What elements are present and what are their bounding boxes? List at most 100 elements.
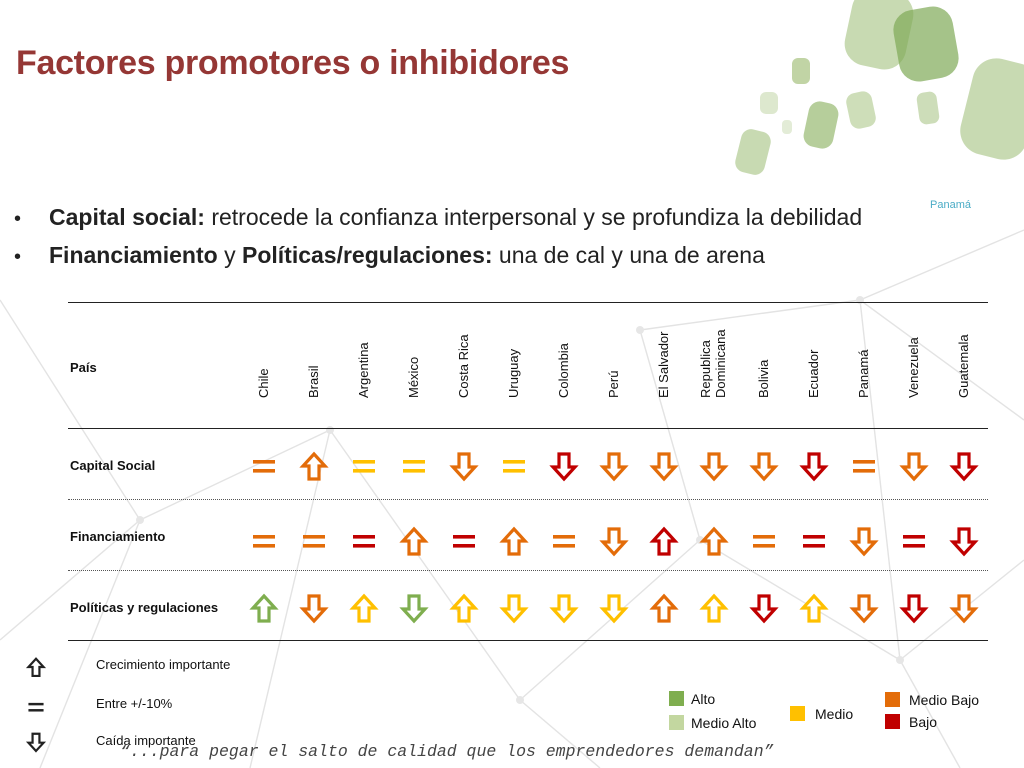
row-label-financiamiento: Financiamiento xyxy=(70,529,166,544)
swatch-bajo xyxy=(885,714,900,729)
up-arrow-icon xyxy=(244,588,284,628)
down-arrow-icon xyxy=(594,521,634,561)
row-divider xyxy=(68,499,988,500)
country-header: Argentina xyxy=(356,342,371,398)
swatch-medio-alto xyxy=(669,715,684,730)
down-arrow-icon xyxy=(794,446,834,486)
header-label-pais: País xyxy=(70,360,97,375)
country-header: Perú xyxy=(606,370,621,398)
decorative-green-squares xyxy=(735,0,1024,175)
country-header: México xyxy=(406,356,421,398)
country-header: Panamá xyxy=(856,349,871,398)
up-arrow-icon xyxy=(394,521,434,561)
bullet-capital-social: • Capital social: retrocede la confianza… xyxy=(14,204,862,242)
down-arrow-icon xyxy=(944,446,984,486)
country-header: Venezuela xyxy=(906,337,921,398)
down-arrow-icon xyxy=(444,446,484,486)
down-arrow-icon xyxy=(744,446,784,486)
down-arrow-icon xyxy=(944,521,984,561)
down-arrow-icon xyxy=(694,446,734,486)
up-arrow-icon xyxy=(794,588,834,628)
up-arrow-icon xyxy=(644,588,684,628)
equal-icon xyxy=(844,446,884,486)
down-arrow-icon xyxy=(594,588,634,628)
swatch-label-alto: Alto xyxy=(691,691,716,707)
bullet-1-bold: Capital social: xyxy=(49,204,205,230)
bullet-financiamiento: • Financiamiento y Políticas/regulacione… xyxy=(14,242,862,280)
country-header: Republica Dominicana xyxy=(698,329,728,398)
up-arrow-icon xyxy=(694,588,734,628)
swatch-label-medio: Medio xyxy=(815,706,854,722)
closing-quote: “...para pegar el salto de calidad que l… xyxy=(120,742,774,761)
swatch-label-medio-bajo: Medio Bajo xyxy=(909,692,980,708)
bullet-2-mid: y xyxy=(217,242,242,268)
country-header: Guatemala xyxy=(956,334,971,398)
up-arrow-icon xyxy=(494,521,534,561)
equal-icon xyxy=(894,521,934,561)
country-header: El Salvador xyxy=(656,331,671,398)
equal-icon xyxy=(744,521,784,561)
legend-equal-icon xyxy=(24,696,48,718)
legend-text-crecimiento: Crecimiento importante xyxy=(96,657,231,672)
country-header: Ecuador xyxy=(806,349,821,398)
country-header: Uruguay xyxy=(506,348,521,398)
down-arrow-icon xyxy=(844,521,884,561)
equal-icon xyxy=(444,521,484,561)
country-header: Brasil xyxy=(306,365,321,398)
bullet-list: • Capital social: retrocede la confianza… xyxy=(14,204,862,280)
bullet-2-bold-2: Políticas/regulaciones: xyxy=(241,242,493,268)
down-arrow-icon xyxy=(294,588,334,628)
swatch-alto xyxy=(669,691,684,706)
down-arrow-icon xyxy=(494,588,534,628)
slide-title: Factores promotores o inhibidores xyxy=(16,44,570,82)
equal-icon xyxy=(344,521,384,561)
table-header-rule xyxy=(68,428,988,429)
legend-text-caida: Caída importante xyxy=(96,733,196,748)
swatch-label-bajo: Bajo xyxy=(909,714,938,730)
bullet-2-text: una de cal y una de arena xyxy=(492,242,765,268)
country-header: Costa Rica xyxy=(456,334,471,398)
row-divider xyxy=(68,570,988,571)
equal-icon xyxy=(344,446,384,486)
row-label-politicas: Políticas y regulaciones xyxy=(70,600,219,615)
swatch-medio-bajo xyxy=(885,692,900,707)
table-bottom-rule xyxy=(68,640,988,641)
down-arrow-icon xyxy=(844,588,884,628)
equal-icon xyxy=(544,521,584,561)
down-arrow-icon xyxy=(894,446,934,486)
bullet-dot: • xyxy=(14,208,22,230)
bullet-dot: • xyxy=(14,246,22,268)
equal-icon xyxy=(244,446,284,486)
down-arrow-icon xyxy=(394,588,434,628)
equal-icon xyxy=(794,521,834,561)
equal-icon xyxy=(294,521,334,561)
equal-icon xyxy=(494,446,534,486)
up-arrow-icon xyxy=(644,521,684,561)
down-arrow-icon xyxy=(744,588,784,628)
down-arrow-icon xyxy=(644,446,684,486)
bullet-1-text: retrocede la confianza interpersonal y s… xyxy=(204,204,863,230)
country-header: Chile xyxy=(256,368,271,398)
swatch-medio xyxy=(790,706,805,721)
equal-icon xyxy=(394,446,434,486)
legend-text-entre: Entre +/-10% xyxy=(96,696,173,711)
down-arrow-icon xyxy=(944,588,984,628)
up-arrow-icon xyxy=(344,588,384,628)
down-arrow-icon xyxy=(544,446,584,486)
country-header: Bolivia xyxy=(756,359,771,398)
faded-background-label: Panamá xyxy=(930,199,971,211)
up-arrow-icon xyxy=(444,588,484,628)
up-arrow-icon xyxy=(294,446,334,486)
up-arrow-icon xyxy=(694,521,734,561)
country-header: Colombia xyxy=(556,343,571,398)
equal-icon xyxy=(244,521,284,561)
table-top-rule xyxy=(68,302,988,303)
swatch-label-medio-alto: Medio Alto xyxy=(691,715,757,731)
down-arrow-icon xyxy=(544,588,584,628)
legend-down-arrow-icon xyxy=(24,731,48,753)
row-label-capital-social: Capital Social xyxy=(70,458,156,473)
down-arrow-icon xyxy=(594,446,634,486)
down-arrow-icon xyxy=(894,588,934,628)
bullet-2-bold: Financiamiento xyxy=(49,242,218,268)
